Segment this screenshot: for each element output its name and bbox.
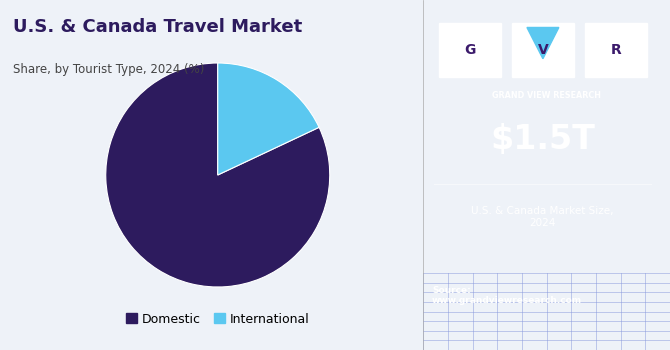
FancyBboxPatch shape <box>512 23 574 77</box>
Text: GRAND VIEW RESEARCH: GRAND VIEW RESEARCH <box>492 91 600 100</box>
Text: Source:
www.grandviewresearch.com: Source: www.grandviewresearch.com <box>432 286 582 306</box>
Text: $1.5T: $1.5T <box>490 124 595 156</box>
Text: U.S. & Canada Travel Market: U.S. & Canada Travel Market <box>13 18 303 35</box>
Text: V: V <box>537 43 548 57</box>
Wedge shape <box>106 63 330 287</box>
Polygon shape <box>527 28 559 59</box>
FancyBboxPatch shape <box>585 23 647 77</box>
Text: Share, by Tourist Type, 2024 (%): Share, by Tourist Type, 2024 (%) <box>13 63 205 76</box>
Wedge shape <box>218 63 319 175</box>
Text: G: G <box>464 43 476 57</box>
FancyBboxPatch shape <box>440 23 500 77</box>
Text: R: R <box>610 43 621 57</box>
Text: U.S. & Canada Market Size,
2024: U.S. & Canada Market Size, 2024 <box>472 206 614 228</box>
Legend: Domestic, International: Domestic, International <box>126 313 310 326</box>
